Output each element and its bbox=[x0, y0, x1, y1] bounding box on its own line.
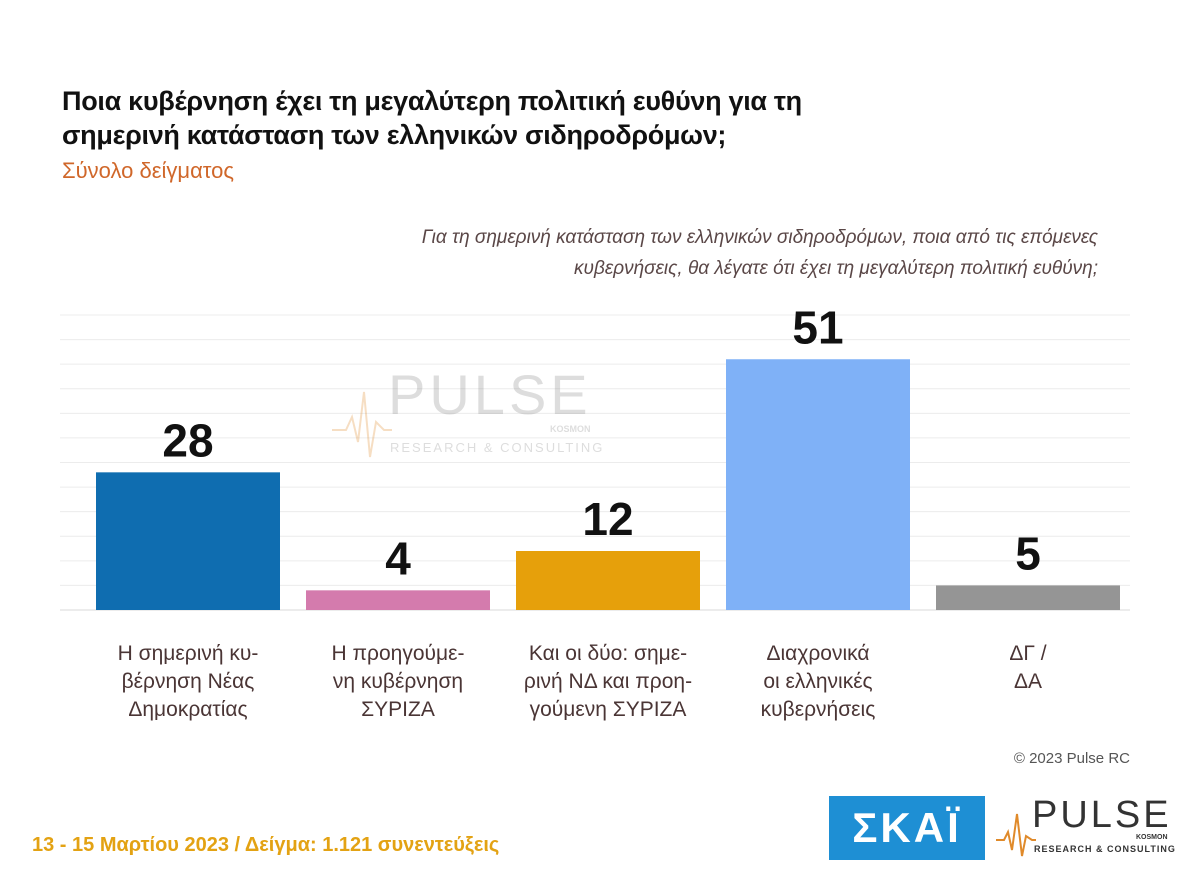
category-label-3: Και οι δύο: σημε- ρινή ΝΔ και προη- γούμ… bbox=[523, 642, 693, 721]
watermark-kosmon: KOSMON bbox=[550, 424, 591, 434]
category-label-4: Διαχρονικά οι ελληνικές κυβερνήσεις bbox=[760, 642, 876, 721]
category-label-5: ΔΓ / ΔΑ bbox=[1009, 642, 1047, 693]
bar-2 bbox=[306, 590, 490, 610]
bar-3 bbox=[516, 551, 700, 610]
watermark-sub: RESEARCH & CONSULTING bbox=[390, 440, 605, 455]
bar-1 bbox=[96, 472, 280, 610]
value-label-5: 5 bbox=[1015, 527, 1041, 579]
chart-subtitle: Σύνολο δείγματος bbox=[62, 158, 235, 183]
survey-question: Για τη σημερινή κατάσταση των ελληνικών … bbox=[370, 220, 1102, 286]
pulse-logo-word: PULSE bbox=[1032, 794, 1172, 836]
pulse-watermark: PULSE KOSMON RESEARCH & CONSULTING bbox=[332, 362, 612, 462]
chart-title: Ποια κυβέρνηση έχει τη μεγαλύτερη πολιτι… bbox=[62, 86, 802, 150]
category-label-2: Η προηγούμε- νη κυβέρνηση ΣΥΡΙΖΑ bbox=[331, 642, 465, 721]
watermark-word: PULSE bbox=[388, 363, 592, 426]
pulse-logo-kosmon: KOSMON bbox=[1136, 834, 1168, 841]
value-labels: 28 4 12 51 5 bbox=[162, 301, 1040, 584]
value-label-1: 28 bbox=[162, 414, 213, 466]
bar-4 bbox=[726, 359, 910, 610]
pulse-logo-sub: RESEARCH & CONSULTING bbox=[1034, 844, 1176, 854]
survey-dates-sample: 13 - 15 Μαρτίου 2023 / Δείγμα: 1.121 συν… bbox=[32, 834, 500, 856]
pulse-wave-icon bbox=[332, 391, 392, 458]
skai-logo: ΣΚΑΪ bbox=[829, 796, 985, 860]
copyright: © 2023 Pulse RC bbox=[1013, 750, 1130, 767]
category-label-1: Η σημερινή κυ- βέρνηση Νέας Δημοκρατίας bbox=[117, 642, 259, 721]
bars bbox=[96, 359, 1120, 610]
pulse-logo: PULSE KOSMON RESEARCH & CONSULTING bbox=[996, 794, 1176, 860]
bar-5 bbox=[936, 585, 1120, 610]
value-label-4: 51 bbox=[792, 301, 843, 353]
pulse-wave-icon bbox=[996, 813, 1036, 857]
value-label-2: 4 bbox=[385, 532, 411, 584]
value-label-3: 12 bbox=[582, 493, 633, 545]
